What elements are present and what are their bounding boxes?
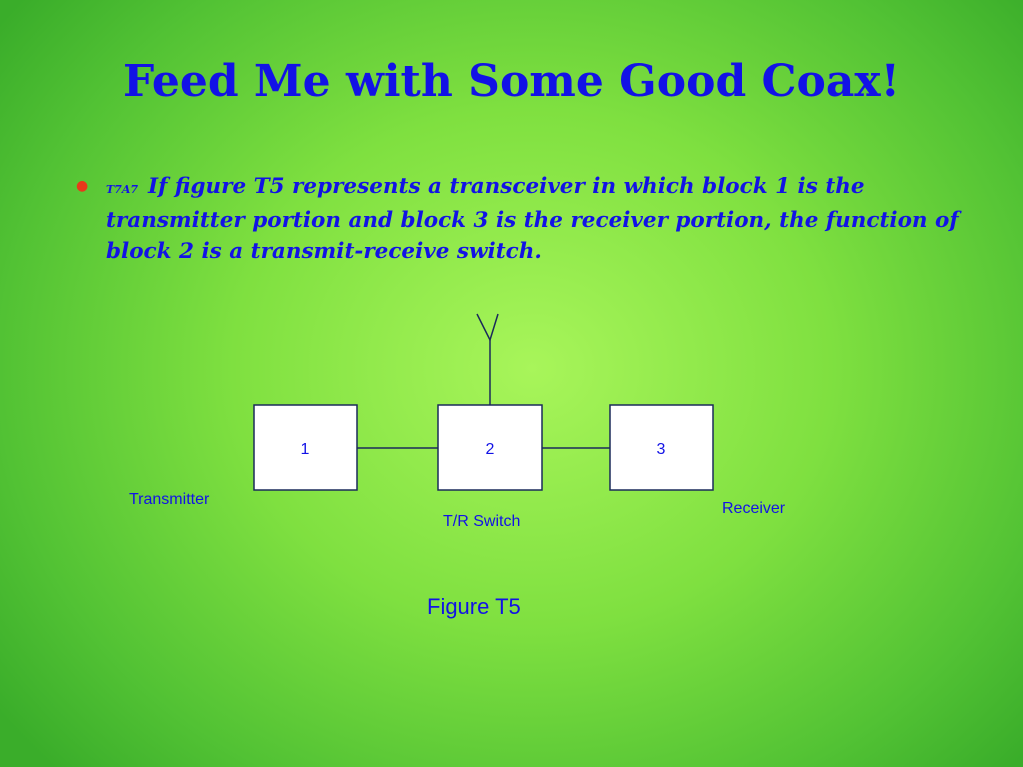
block-1 xyxy=(253,404,358,491)
block-3 xyxy=(609,404,714,491)
question-text: T7A7 If figure T5 represents a transceive… xyxy=(106,171,986,267)
block-1-label: 1 xyxy=(301,441,310,458)
bullet-icon: ● xyxy=(76,178,89,194)
receiver-label: Receiver xyxy=(722,500,786,517)
question-body: If figure T5 represents a transceiver in… xyxy=(106,174,959,264)
block-2-label: 2 xyxy=(486,441,495,458)
question-code: T7A7 xyxy=(106,183,139,196)
figure-caption: Figure T5 xyxy=(427,594,521,619)
block-3-label: 3 xyxy=(657,441,666,458)
antenna-icon xyxy=(476,313,499,343)
transmitter-label: Transmitter xyxy=(129,491,210,508)
switch-label: T/R Switch xyxy=(443,513,520,530)
block-2 xyxy=(437,404,543,491)
slide-title: Feed Me with Some Good Coax! xyxy=(123,56,900,107)
